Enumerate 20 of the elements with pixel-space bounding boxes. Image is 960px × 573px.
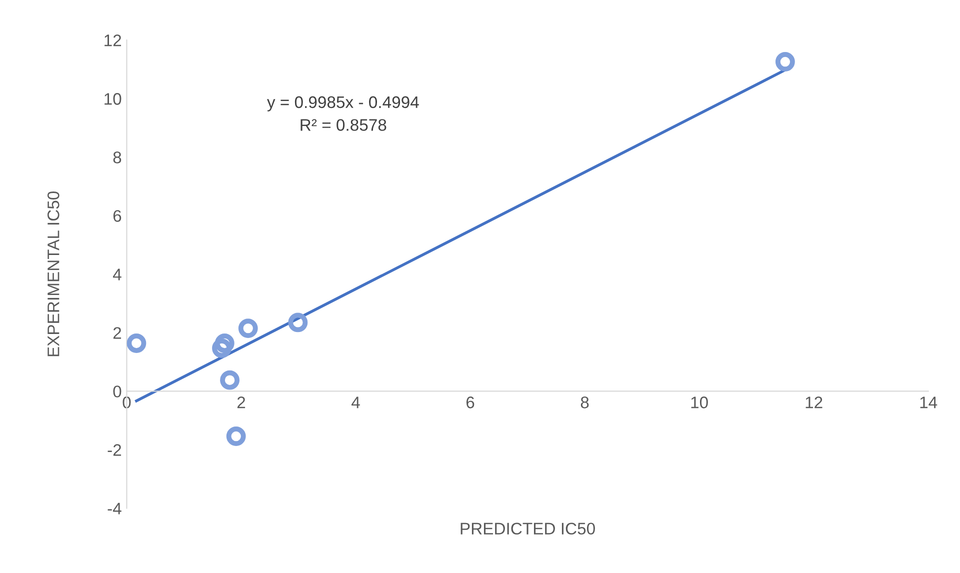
- x-tick-label: 2: [237, 396, 246, 408]
- y-tick-label: 12: [104, 34, 122, 46]
- y-axis-title: EXPERIMENTAL IC50: [47, 191, 60, 356]
- x-tick-label: 12: [806, 396, 822, 408]
- y-tick-label: -2: [108, 444, 122, 456]
- y-tick-label: 10: [104, 93, 122, 105]
- x-tick-label: 4: [351, 396, 360, 408]
- x-tick-label: 10: [691, 396, 708, 408]
- y-tick-label: 6: [113, 210, 122, 222]
- annotation: y = 0.9985x - 0.4994 R² = 0.8578: [266, 96, 419, 131]
- x-tick-label: 8: [580, 396, 589, 408]
- y-tick-label: 4: [112, 268, 122, 280]
- y-tick-label: 8: [113, 152, 122, 164]
- x-tick-label: 14: [920, 396, 938, 408]
- x-axis-title: PREDICTED IC50: [460, 522, 595, 535]
- y-tick-label: 0: [113, 386, 122, 398]
- y-tick-label: -4: [108, 502, 122, 514]
- x-tick-label: 0: [122, 396, 131, 408]
- y-tick-label: 2: [113, 327, 122, 339]
- x-tick-label: 6: [466, 396, 474, 408]
